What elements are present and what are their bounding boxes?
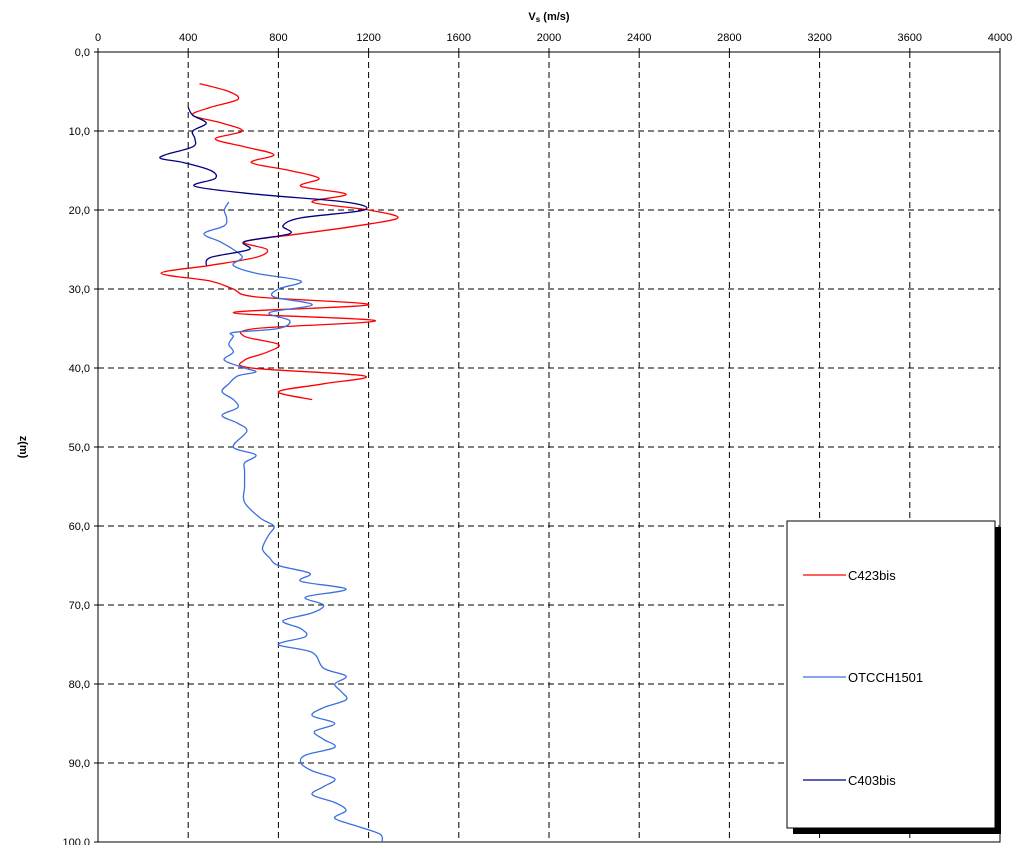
x-tick-label: 1600 [447,32,471,44]
x-tick-label: 3600 [898,32,922,44]
x-axis-title-main: V [528,11,536,23]
y-tick-label: 40,0 [69,363,90,375]
y-tick-label: 100,0 [62,837,90,845]
x-tick-label: 800 [269,32,287,44]
y-tick-label: 60,0 [69,521,90,533]
x-tick-label: 4000 [988,32,1012,44]
series-line-c403bis [159,106,368,266]
x-tick-label: 2800 [717,32,741,44]
x-tick-label: 2400 [627,32,651,44]
x-axis-title: Vs (m/s) [528,11,569,24]
legend-box [786,520,996,829]
x-axis-title-sub: s [536,15,541,24]
y-tick-label: 10,0 [69,126,90,138]
y-tick-label: 70,0 [69,600,90,612]
y-tick-label: 30,0 [69,284,90,296]
legend: C423bis OTCCH1501 C403bis [786,520,1001,834]
y-tick-label: 90,0 [69,758,90,770]
y-axis-ticks: 0,0 10,0 20,0 30,0 40,0 50,0 60,0 70,0 80,0 90,0 1… [62,47,98,845]
x-tick-label: 0 [95,32,101,44]
y-axis-title: z(m) [17,436,29,459]
x-tick-label: 3200 [807,32,831,44]
y-tick-label: 50,0 [69,442,90,454]
x-tick-label: 400 [179,32,197,44]
y-tick-label: 0,0 [75,47,90,59]
series-group [159,82,399,843]
y-tick-label: 20,0 [69,205,90,217]
x-axis-title-rest: (m/s) [540,11,570,23]
series-line-c423bis [160,82,399,401]
x-tick-label: 2000 [537,32,561,44]
legend-label-c403bis: C403bis [848,773,896,788]
x-axis-ticks: 0 400 800 1200 1600 2000 2400 2800 3200 3600 4000 [95,32,1012,52]
legend-label-otcch1501: OTCCH1501 [848,670,923,685]
legend-label-c423bis: C423bis [848,568,896,583]
y-tick-label: 80,0 [69,679,90,691]
x-tick-label: 1200 [356,32,380,44]
series-line-otcch1501 [203,201,384,843]
